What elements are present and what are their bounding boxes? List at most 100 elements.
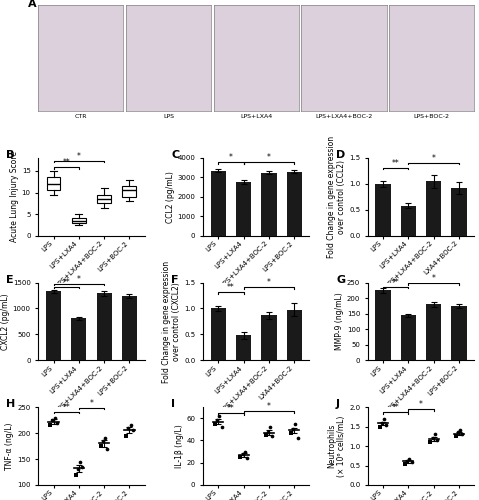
Y-axis label: CXCL2 (pg/mL): CXCL2 (pg/mL) xyxy=(1,293,10,350)
Text: **: ** xyxy=(392,278,399,286)
Point xyxy=(262,431,270,439)
Point xyxy=(380,415,388,423)
Point xyxy=(431,430,439,438)
Point xyxy=(51,414,58,422)
Point xyxy=(97,442,105,450)
X-axis label: LPS+LXA4+BOC-2: LPS+LXA4+BOC-2 xyxy=(315,114,373,119)
Point xyxy=(103,444,111,452)
Point xyxy=(427,438,434,446)
Bar xyxy=(286,172,302,236)
Text: *: * xyxy=(432,154,435,162)
Point xyxy=(241,448,249,456)
Point xyxy=(74,466,81,473)
PathPatch shape xyxy=(123,186,137,197)
Point xyxy=(401,460,409,468)
Point xyxy=(429,434,436,442)
Point xyxy=(76,458,84,466)
Text: *: * xyxy=(432,274,435,283)
Bar xyxy=(262,172,276,236)
Bar xyxy=(451,188,467,236)
Bar xyxy=(376,290,391,360)
Text: *: * xyxy=(267,278,271,287)
Text: G: G xyxy=(336,274,345,284)
Text: *: * xyxy=(419,400,423,409)
Point xyxy=(218,423,226,431)
Text: H: H xyxy=(6,400,16,409)
Bar xyxy=(211,170,226,236)
Point xyxy=(433,436,441,444)
Text: **: ** xyxy=(62,278,70,286)
Point xyxy=(122,432,130,440)
Point xyxy=(403,457,411,465)
X-axis label: LPS+LXA4: LPS+LXA4 xyxy=(240,114,273,119)
Point xyxy=(292,420,299,428)
Point xyxy=(454,428,462,436)
Y-axis label: Acute Lung Injury Score: Acute Lung Injury Score xyxy=(10,152,19,242)
Text: *: * xyxy=(267,153,271,162)
Y-axis label: MMP-9 (ng/mL): MMP-9 (ng/mL) xyxy=(335,292,344,350)
Text: *: * xyxy=(229,153,233,162)
Text: *: * xyxy=(77,274,81,283)
Text: B: B xyxy=(6,150,15,160)
Point xyxy=(211,420,219,428)
Point xyxy=(237,453,244,461)
Text: **: ** xyxy=(227,404,235,413)
Point xyxy=(48,416,56,424)
Point xyxy=(125,424,132,432)
Point xyxy=(383,420,390,428)
Point xyxy=(294,434,301,442)
Point xyxy=(287,428,295,436)
Bar xyxy=(97,294,112,360)
Point xyxy=(213,416,221,424)
Y-axis label: Neutrophils
(× 10⁶ cells/mL): Neutrophils (× 10⁶ cells/mL) xyxy=(327,416,346,476)
Point xyxy=(408,458,415,466)
PathPatch shape xyxy=(72,218,86,223)
Point xyxy=(456,426,464,434)
Y-axis label: Fold Change in gene expression
over control (CXCL2): Fold Change in gene expression over cont… xyxy=(162,260,182,382)
Point xyxy=(266,423,274,431)
Text: C: C xyxy=(171,150,179,160)
Point xyxy=(458,430,466,438)
Bar xyxy=(426,182,441,236)
Point xyxy=(243,454,251,462)
Point xyxy=(264,428,272,436)
Point xyxy=(46,422,54,430)
Text: *: * xyxy=(267,402,271,411)
Point xyxy=(289,426,297,434)
Point xyxy=(127,422,135,430)
Text: I: I xyxy=(171,400,175,409)
Bar xyxy=(376,184,391,236)
PathPatch shape xyxy=(46,178,60,190)
Text: *: * xyxy=(90,398,93,407)
Point xyxy=(72,470,80,478)
Bar xyxy=(122,296,137,360)
Point xyxy=(102,434,109,442)
Bar xyxy=(286,310,302,360)
Text: J: J xyxy=(336,400,340,409)
Bar xyxy=(401,315,416,360)
Text: **: ** xyxy=(62,158,70,167)
Y-axis label: IL-1β (ng/L): IL-1β (ng/L) xyxy=(175,424,183,468)
Text: F: F xyxy=(171,274,179,284)
Point xyxy=(129,426,137,434)
Point xyxy=(239,450,246,458)
Point xyxy=(216,412,223,420)
Y-axis label: Fold Change in gene expression
over control (CCL2): Fold Change in gene expression over cont… xyxy=(327,136,346,258)
Bar xyxy=(46,292,61,360)
Point xyxy=(268,432,276,440)
Bar xyxy=(262,315,276,360)
Point xyxy=(406,454,413,462)
Text: **: ** xyxy=(392,403,399,412)
Point xyxy=(53,418,61,426)
Y-axis label: TNF-α (ng/L): TNF-α (ng/L) xyxy=(5,422,14,470)
Text: A: A xyxy=(28,0,37,8)
X-axis label: CTR: CTR xyxy=(75,114,87,119)
Y-axis label: CCL2 (pg/mL): CCL2 (pg/mL) xyxy=(166,171,175,223)
X-axis label: LPS+BOC-2: LPS+BOC-2 xyxy=(414,114,450,119)
Point xyxy=(99,437,107,445)
PathPatch shape xyxy=(97,194,111,203)
Text: **: ** xyxy=(392,159,399,168)
Text: *: * xyxy=(77,152,81,160)
Bar xyxy=(71,318,86,360)
Point xyxy=(376,422,384,430)
